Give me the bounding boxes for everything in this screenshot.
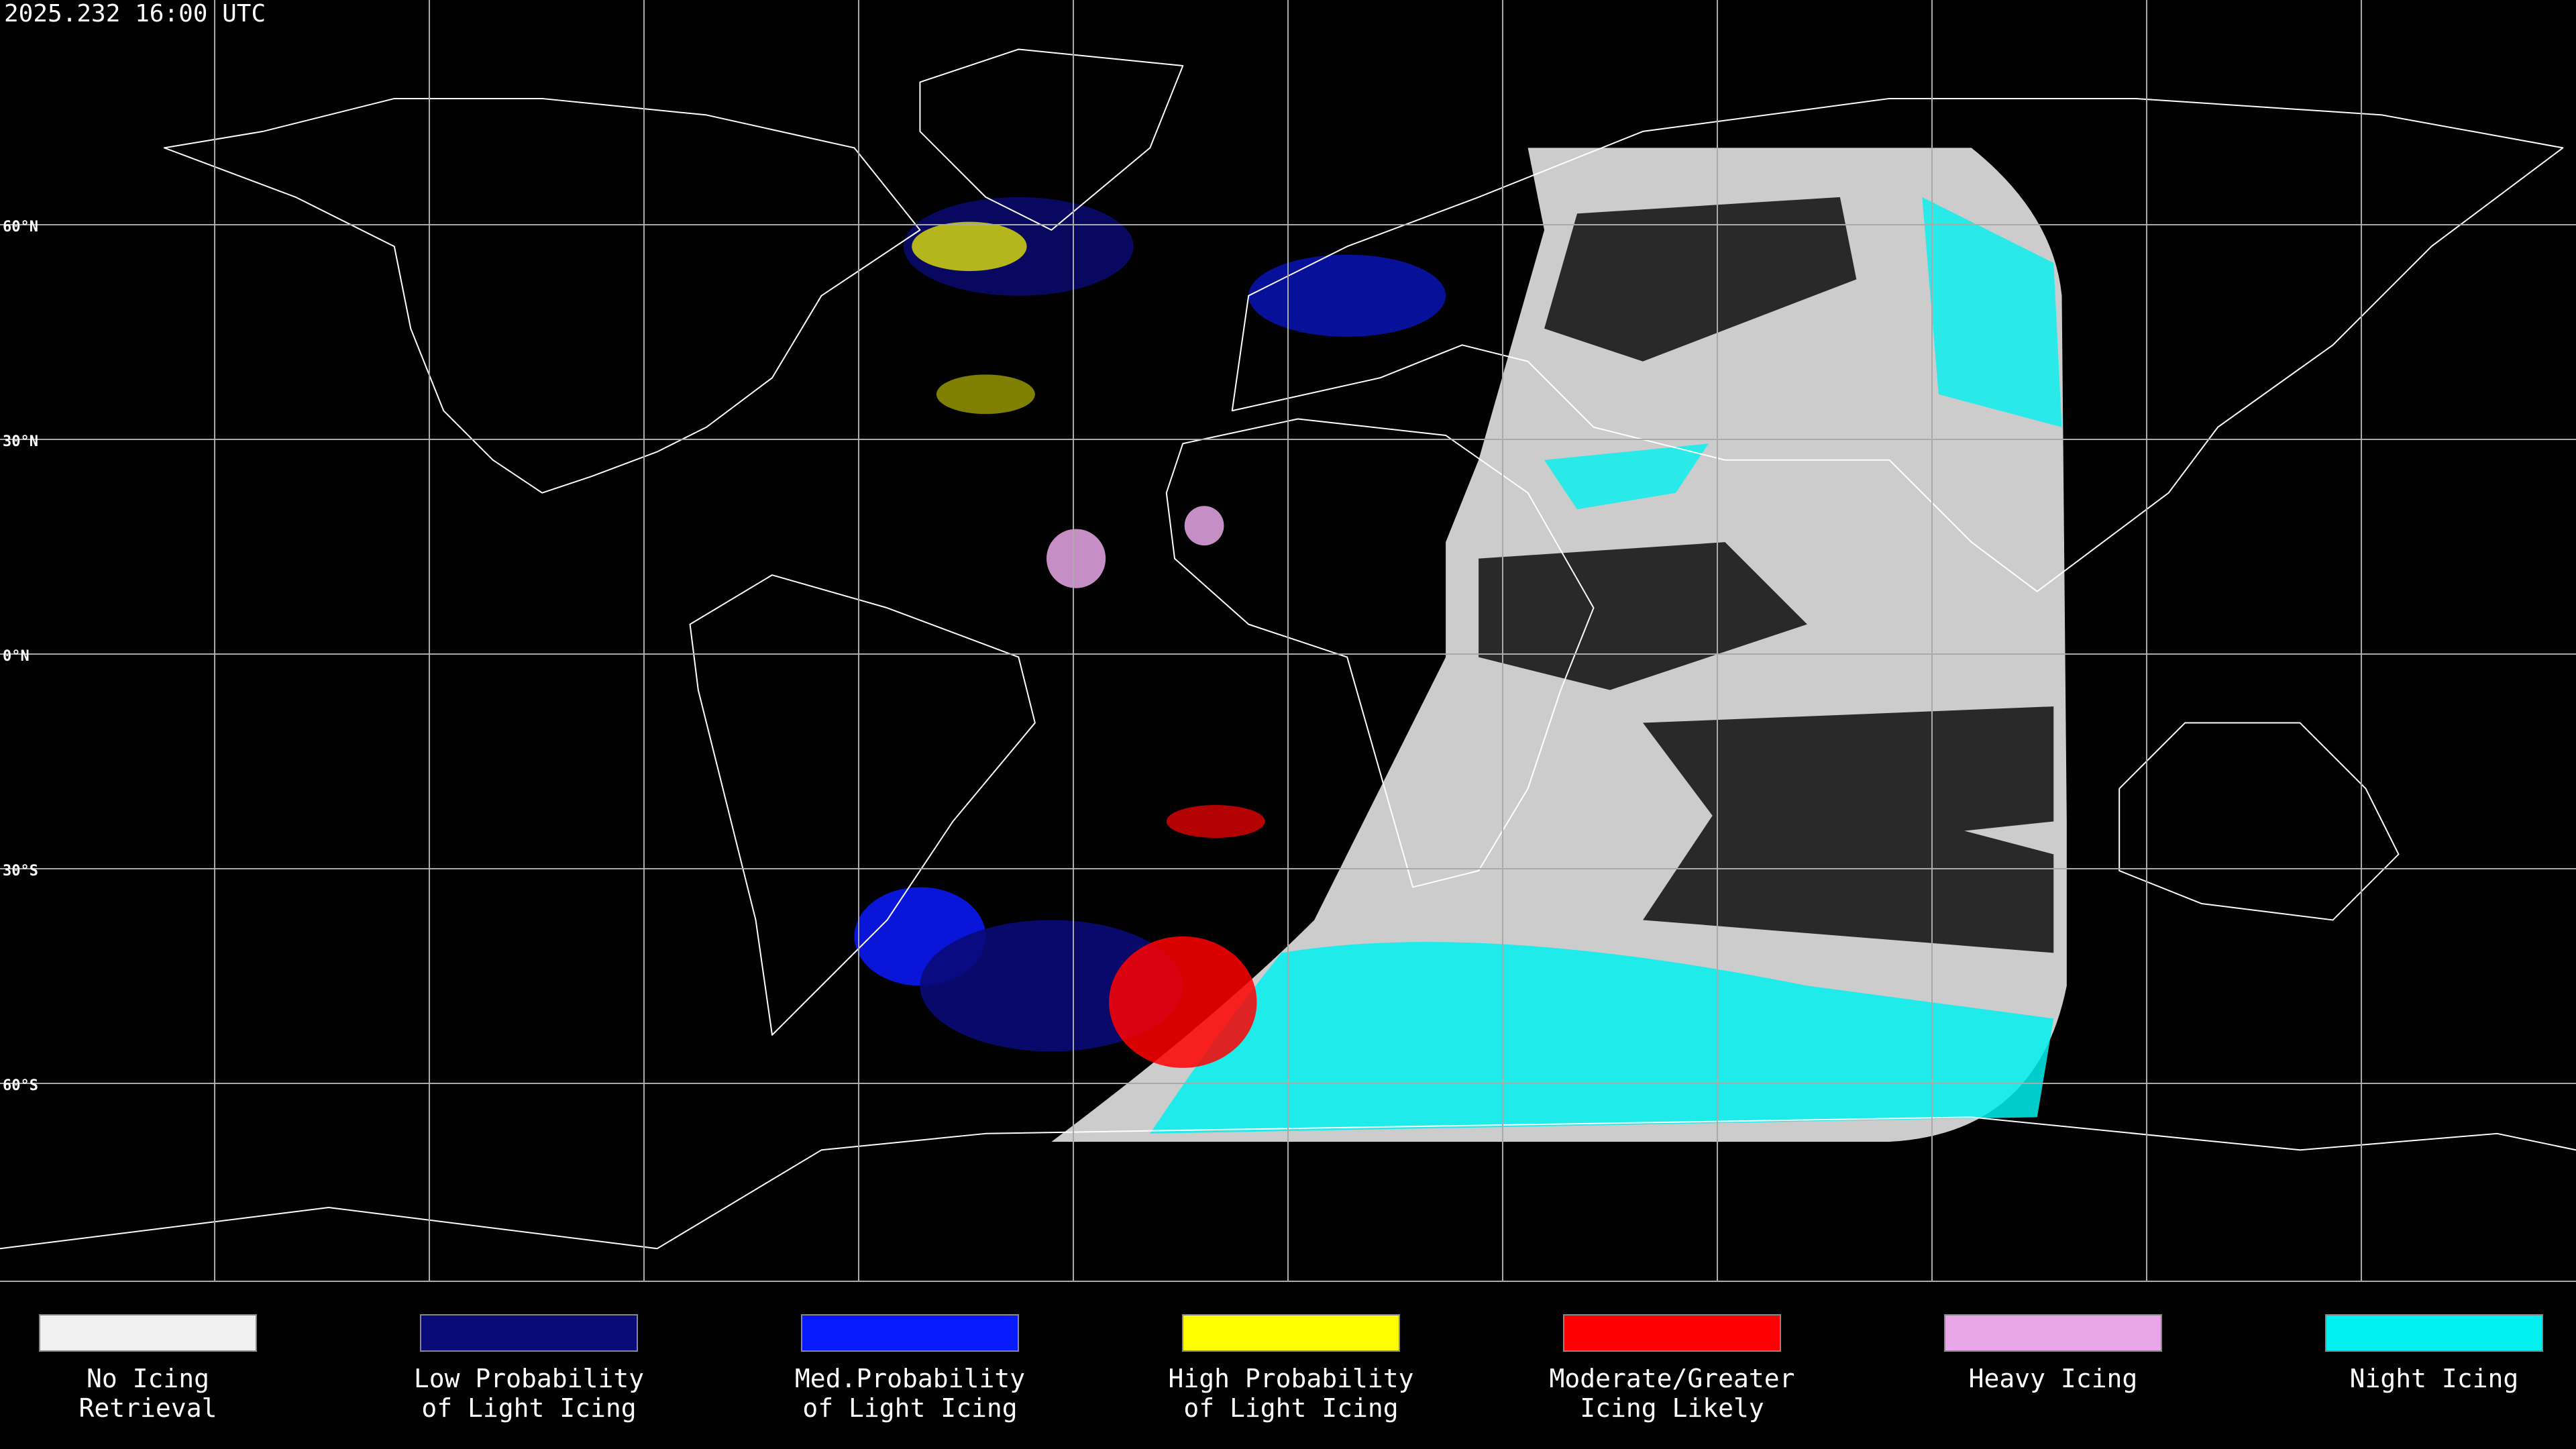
legend-label: Low Probability — [414, 1364, 644, 1393]
legend-swatch — [1563, 1314, 1781, 1352]
coastline — [1232, 99, 2563, 592]
legend-label: of Light Icing — [802, 1393, 1017, 1423]
clear-sky — [1479, 197, 2054, 953]
legend-label: Icing Likely — [1580, 1393, 1764, 1423]
legend-swatch — [1944, 1314, 2162, 1352]
latitude-label: 60°S — [3, 1077, 38, 1094]
icing-med — [1248, 254, 1446, 337]
legend-label: Night Icing — [2350, 1364, 2519, 1393]
legend-swatch — [801, 1314, 1019, 1352]
coastline — [0, 1117, 2576, 1248]
legend-label: Heavy Icing — [1969, 1364, 2138, 1393]
icing-high — [936, 374, 1035, 415]
legend-label: of Light Icing — [421, 1393, 636, 1423]
latitude-label: 0°N — [3, 648, 30, 665]
latitude-label: 30°N — [3, 433, 38, 450]
graticule: 60°N 30°N 0°N 30°S 60°S — [0, 0, 2576, 1282]
legend-label: Retrieval — [79, 1393, 217, 1423]
legend-swatch — [420, 1314, 638, 1352]
icing-moderate — [1109, 936, 1257, 1068]
icing-heavy — [1046, 529, 1106, 588]
legend-label: High Probability — [1168, 1364, 1413, 1393]
night-icing-area — [1150, 942, 2054, 1134]
legend-swatch — [1182, 1314, 1400, 1352]
legend-label: Med.Probability — [795, 1364, 1025, 1393]
legend-label: Moderate/Greater — [1549, 1364, 1794, 1393]
icing-high — [912, 221, 1027, 272]
coastline — [690, 575, 1035, 1035]
coastline — [1167, 419, 1594, 887]
icing-moderate — [1166, 805, 1265, 838]
legend-swatch — [39, 1314, 257, 1352]
coastline — [920, 49, 1183, 229]
legend-swatch — [2325, 1314, 2543, 1352]
coastline — [164, 99, 920, 493]
legend-label: No Icing — [87, 1364, 209, 1393]
timestamp: 2025.232 16:00 UTC — [4, 0, 266, 28]
map-imagery — [0, 49, 2576, 1248]
latitude-label: 60°N — [3, 219, 38, 235]
icing-heavy — [1184, 506, 1224, 546]
latitude-label: 30°S — [3, 863, 38, 879]
legend-label: of Light Icing — [1183, 1393, 1398, 1423]
